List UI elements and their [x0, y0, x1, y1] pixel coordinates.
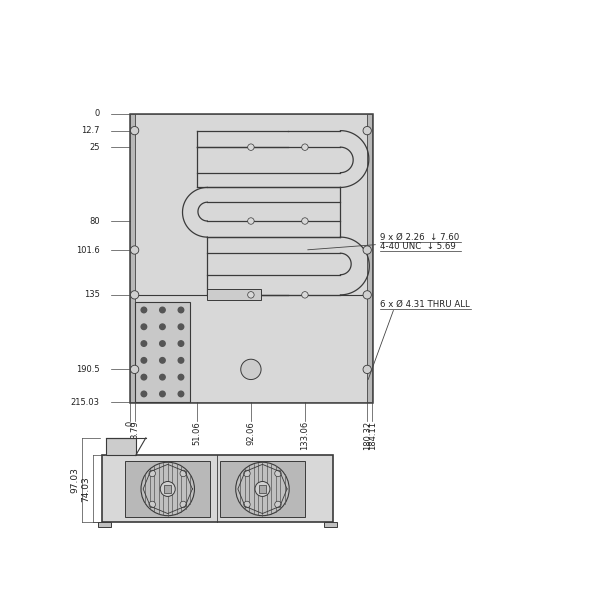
Circle shape: [241, 359, 261, 380]
Text: 184.11: 184.11: [368, 421, 377, 450]
Text: 92.06: 92.06: [247, 421, 256, 445]
Text: 0: 0: [94, 109, 100, 118]
Text: 190.5: 190.5: [76, 365, 100, 374]
Circle shape: [130, 291, 139, 299]
Circle shape: [141, 391, 146, 397]
Text: 180.32: 180.32: [362, 421, 371, 450]
Circle shape: [160, 341, 165, 346]
Bar: [98, 523, 111, 527]
Circle shape: [178, 341, 184, 346]
Circle shape: [275, 501, 281, 508]
Circle shape: [130, 246, 139, 254]
Circle shape: [149, 470, 155, 476]
Circle shape: [236, 462, 289, 515]
Circle shape: [248, 144, 254, 151]
Circle shape: [244, 501, 250, 508]
Bar: [220, 461, 305, 517]
Bar: [134, 302, 190, 403]
Circle shape: [248, 218, 254, 224]
Circle shape: [248, 292, 254, 298]
Circle shape: [178, 374, 184, 380]
Circle shape: [160, 374, 165, 380]
Text: 97.03: 97.03: [71, 467, 80, 493]
Circle shape: [180, 470, 187, 476]
Bar: [106, 438, 136, 455]
Bar: [130, 113, 134, 403]
Text: 101.6: 101.6: [76, 245, 100, 254]
Circle shape: [255, 481, 270, 496]
Circle shape: [160, 358, 165, 363]
Bar: [367, 113, 372, 403]
Text: 51.06: 51.06: [193, 421, 202, 445]
Text: 25: 25: [89, 143, 100, 152]
Circle shape: [141, 462, 194, 515]
Circle shape: [160, 391, 165, 397]
Circle shape: [130, 365, 139, 374]
Circle shape: [141, 307, 146, 313]
Circle shape: [141, 324, 146, 329]
Circle shape: [363, 365, 371, 374]
Circle shape: [302, 292, 308, 298]
Circle shape: [149, 501, 155, 508]
Text: 9 x Ø 2.26  ↓ 7.60: 9 x Ø 2.26 ↓ 7.60: [380, 233, 460, 242]
Text: 74.03: 74.03: [82, 476, 91, 502]
Circle shape: [244, 470, 250, 476]
Text: 4-40 UNC  ↓ 5.69: 4-40 UNC ↓ 5.69: [380, 242, 456, 251]
Circle shape: [363, 291, 371, 299]
Bar: [102, 455, 333, 523]
Circle shape: [178, 358, 184, 363]
Circle shape: [180, 501, 187, 508]
Circle shape: [275, 470, 281, 476]
Circle shape: [178, 324, 184, 329]
Circle shape: [141, 358, 146, 363]
Bar: [208, 289, 262, 300]
Circle shape: [178, 391, 184, 397]
Circle shape: [130, 127, 139, 135]
Text: 80: 80: [89, 217, 100, 226]
Text: 0: 0: [125, 421, 134, 426]
Bar: [130, 113, 372, 403]
Text: 3.79: 3.79: [130, 421, 139, 439]
Text: 6 x Ø 4.31 THRU ALL: 6 x Ø 4.31 THRU ALL: [380, 299, 470, 308]
Text: 12.7: 12.7: [81, 126, 100, 135]
Bar: [259, 485, 266, 493]
Circle shape: [302, 144, 308, 151]
Circle shape: [178, 307, 184, 313]
Bar: [125, 461, 211, 517]
Circle shape: [160, 324, 165, 329]
Circle shape: [302, 218, 308, 224]
Circle shape: [363, 127, 371, 135]
Circle shape: [363, 246, 371, 254]
Text: 133.06: 133.06: [301, 421, 310, 450]
Text: 135: 135: [84, 290, 100, 299]
Bar: [134, 113, 367, 403]
Circle shape: [141, 341, 146, 346]
Bar: [164, 485, 172, 493]
Text: 215.03: 215.03: [71, 398, 100, 407]
Circle shape: [160, 481, 175, 496]
Circle shape: [141, 374, 146, 380]
Bar: [323, 523, 337, 527]
Circle shape: [160, 307, 165, 313]
